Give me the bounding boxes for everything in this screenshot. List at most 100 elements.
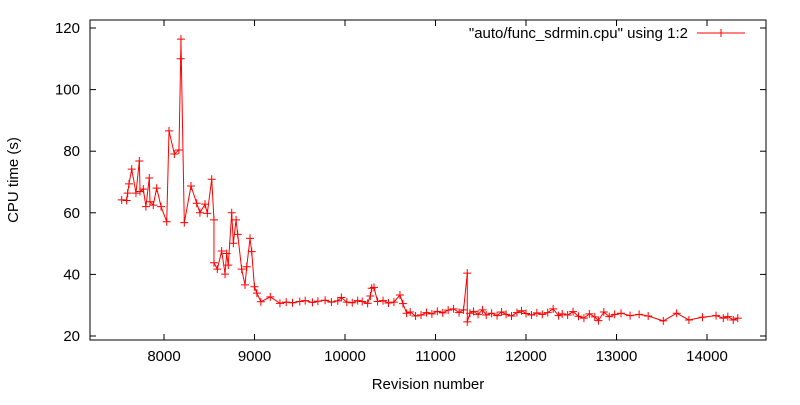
data-point-marker (406, 307, 415, 316)
data-point-marker (145, 197, 154, 206)
data-point-marker (242, 262, 251, 271)
data-point-marker (463, 269, 472, 278)
data-point-marker (369, 283, 378, 292)
data-point-marker (233, 230, 242, 239)
data-point-marker (594, 316, 603, 325)
data-point-marker (384, 299, 393, 308)
data-point-marker (527, 311, 536, 320)
data-point-marker (232, 215, 241, 224)
data-point-marker (497, 307, 506, 316)
y-tick-label: 60 (63, 205, 80, 222)
data-point-marker (585, 309, 594, 318)
data-point-marker (247, 247, 256, 256)
data-point-marker (723, 312, 732, 321)
data-point-marker (487, 309, 496, 318)
data-point-marker (478, 305, 487, 314)
y-tick-label: 20 (63, 328, 80, 345)
x-axis-label: Revision number (372, 376, 485, 393)
data-point-marker (333, 296, 342, 305)
data-point-marker (327, 298, 336, 307)
data-point-marker (659, 316, 668, 325)
data-point-marker (237, 265, 246, 274)
data-point-marker (549, 304, 558, 313)
data-point-marker (605, 312, 614, 321)
data-point-marker (574, 312, 583, 321)
y-tick-label: 80 (63, 143, 80, 160)
data-point-marker (122, 196, 131, 205)
data-point-marker (502, 310, 511, 319)
data-point-marker (459, 305, 468, 314)
data-point-marker (438, 308, 447, 317)
x-tick-label: 8000 (147, 348, 180, 365)
data-point-marker (363, 299, 372, 308)
data-point-marker (125, 179, 134, 188)
data-point-marker (222, 249, 231, 258)
y-tick-label: 100 (55, 82, 80, 99)
data-point-marker (402, 309, 411, 318)
data-point-marker (512, 308, 521, 317)
data-point-marker (493, 311, 502, 320)
y-axis-label: CPU time (s) (5, 137, 22, 223)
data-point-marker (213, 265, 222, 274)
data-point-marker (482, 311, 491, 320)
data-point-marker (507, 311, 516, 320)
data-point-marker (250, 282, 259, 291)
data-point-marker (733, 314, 742, 323)
data-point-marker (209, 258, 218, 267)
data-point-marker (149, 201, 158, 210)
data-point-marker (712, 311, 721, 320)
data-point-marker (719, 314, 728, 323)
data-point-marker (145, 173, 154, 182)
data-point-marker (275, 299, 284, 308)
data-point-marker (135, 157, 144, 166)
data-point-marker (192, 199, 201, 208)
data-point-marker (672, 309, 681, 318)
data-point-marker (342, 298, 351, 307)
data-point-marker (469, 307, 478, 316)
data-point-marker (123, 189, 132, 198)
data-point-marker (152, 184, 161, 193)
data-point-marker (245, 234, 254, 243)
data-point-marker (117, 195, 126, 204)
data-point-marker (313, 297, 322, 306)
data-point-marker (610, 310, 619, 319)
data-point-marker (433, 307, 442, 316)
data-point-marker (366, 291, 375, 300)
data-point-marker (558, 309, 567, 318)
data-point-marker (569, 307, 578, 316)
data-point-marker (308, 298, 317, 307)
data-point-marker (398, 299, 407, 308)
data-point-marker (389, 298, 398, 307)
legend-sample-marker (717, 29, 725, 37)
data-point-marker (465, 309, 474, 318)
data-point-marker (599, 307, 608, 316)
data-point-marker (395, 291, 404, 300)
data-point-marker (532, 308, 541, 317)
x-tick-label: 13000 (596, 348, 638, 365)
data-point-marker (563, 311, 572, 320)
data-point-marker (554, 311, 563, 320)
data-point-marker (170, 149, 179, 158)
data-point-marker (180, 218, 189, 227)
data-point-marker (427, 309, 436, 318)
data-point-marker (174, 145, 183, 154)
data-point-marker (422, 308, 431, 317)
x-tick-label: 10000 (324, 348, 366, 365)
data-point-marker (252, 289, 261, 298)
data-point-marker (162, 217, 171, 226)
legend-label: "auto/func_sdrmin.cpu" using 1:2 (469, 25, 688, 42)
series-line (121, 39, 738, 322)
data-point-marker (517, 306, 526, 315)
data-point-marker (288, 298, 297, 307)
data-point-marker (282, 298, 291, 307)
x-tick-label: 12000 (505, 348, 547, 365)
data-point-marker (543, 308, 552, 317)
data-point-marker (474, 310, 483, 319)
data-point-marker (522, 309, 531, 318)
y-tick-label: 40 (63, 266, 80, 283)
data-point-marker (207, 175, 216, 184)
data-point-marker (217, 246, 226, 255)
data-point-marker (157, 202, 166, 211)
y-tick-label: 120 (55, 20, 80, 37)
